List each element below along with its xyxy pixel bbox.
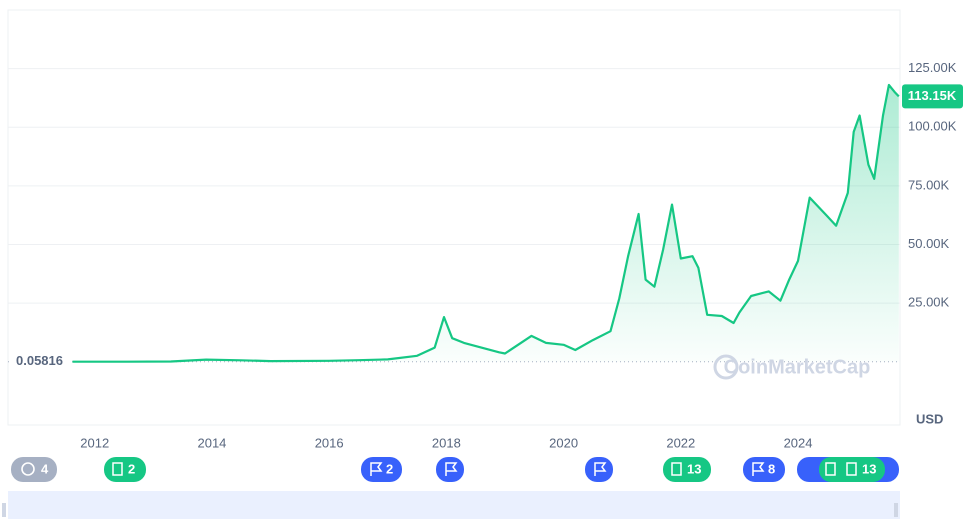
y-tick-label: 25.00K [908,295,950,310]
start-price-label: 0.05816 [16,353,63,368]
x-tick-label: 2012 [80,435,109,450]
currency: USD [916,411,943,426]
icon [825,462,836,476]
event-count: 4 [41,461,49,476]
icon [21,462,35,476]
navigator-handle[interactable] [2,503,6,517]
x-tick-label: 2024 [784,435,813,450]
icon [671,462,682,476]
event-count: 8 [768,461,775,476]
icon [846,462,857,476]
event-badge [436,457,464,482]
area [72,85,899,362]
icon [370,462,383,476]
event-badges: 4 2 2 8 13 13 [11,457,899,482]
range-navigator[interactable] [8,491,900,519]
y-tick-label: 75.00K [908,177,950,192]
event-count: 2 [128,461,135,476]
event-badge [743,457,785,482]
event-badge [585,457,613,482]
event-badge [104,457,146,482]
last-price-label: 113.15K [908,88,957,103]
y-tick-label: 100.00K [908,119,957,134]
price-line [72,83,900,363]
y-tick-label: 125.00K [908,60,957,75]
event-count: 13 [862,461,876,476]
x-tick-label: 2022 [666,435,695,450]
icon [112,462,123,476]
watermark: CoinMarketCap [724,356,871,378]
icon [594,462,607,476]
last-price-badge [902,84,963,109]
x-tick-label: 2020 [549,435,578,450]
event-count: 13 [687,461,701,476]
y-tick-label: 50.00K [908,236,950,251]
event-count: 2 [386,461,393,476]
x-tick-label: 2018 [432,435,461,450]
x-tick-label: 2014 [197,435,226,450]
icon [752,462,765,476]
navigator-handle[interactable] [894,503,898,517]
event-badge [361,457,402,482]
x-tick-label: 2016 [315,435,344,450]
start-price-bg [10,352,72,371]
plot-frame [7,9,901,426]
icon [445,462,458,476]
watermark-logo [713,354,739,380]
